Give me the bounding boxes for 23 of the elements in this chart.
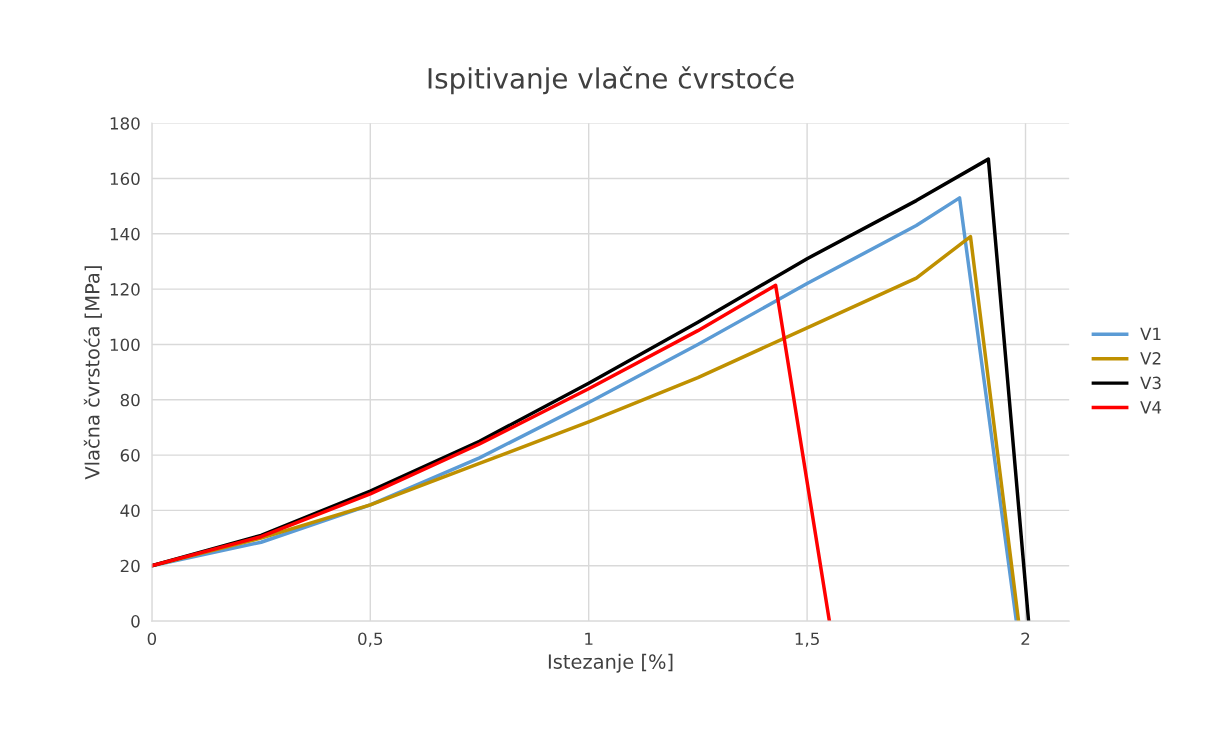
x-tick-label: 1	[585, 632, 593, 645]
legend-label: V3	[1140, 376, 1161, 390]
legend-label: V2	[1140, 352, 1161, 365]
x-axis-title: Istezanje [%]	[548, 653, 673, 673]
x-tick-label: 2	[1021, 632, 1030, 645]
y-tick-label: 160	[110, 172, 140, 186]
legend-label: V4	[1140, 401, 1162, 414]
x-tick-label: 0	[147, 632, 157, 646]
chart-title: Ispitivanje vlačne čvrstoće	[428, 66, 794, 95]
y-tick-label: 100	[110, 338, 140, 352]
y-axis-title: Vlačna čvrstoća [MPa]	[83, 266, 102, 480]
y-tick-label: 20	[120, 559, 140, 573]
line-series	[151, 283, 832, 622]
x-tick-label: 0,5	[358, 632, 383, 647]
legend-label: V1	[1140, 327, 1161, 341]
y-tick-label: 0	[131, 615, 140, 628]
x-tick-label: 1,5	[795, 632, 819, 647]
y-tick-label: 120	[110, 283, 140, 296]
y-tick-label: 60	[120, 449, 140, 462]
y-tick-label: 180	[110, 117, 140, 130]
y-tick-label: 140	[110, 227, 140, 241]
y-tick-label: 80	[120, 393, 140, 407]
y-tick-label: 40	[120, 504, 140, 517]
